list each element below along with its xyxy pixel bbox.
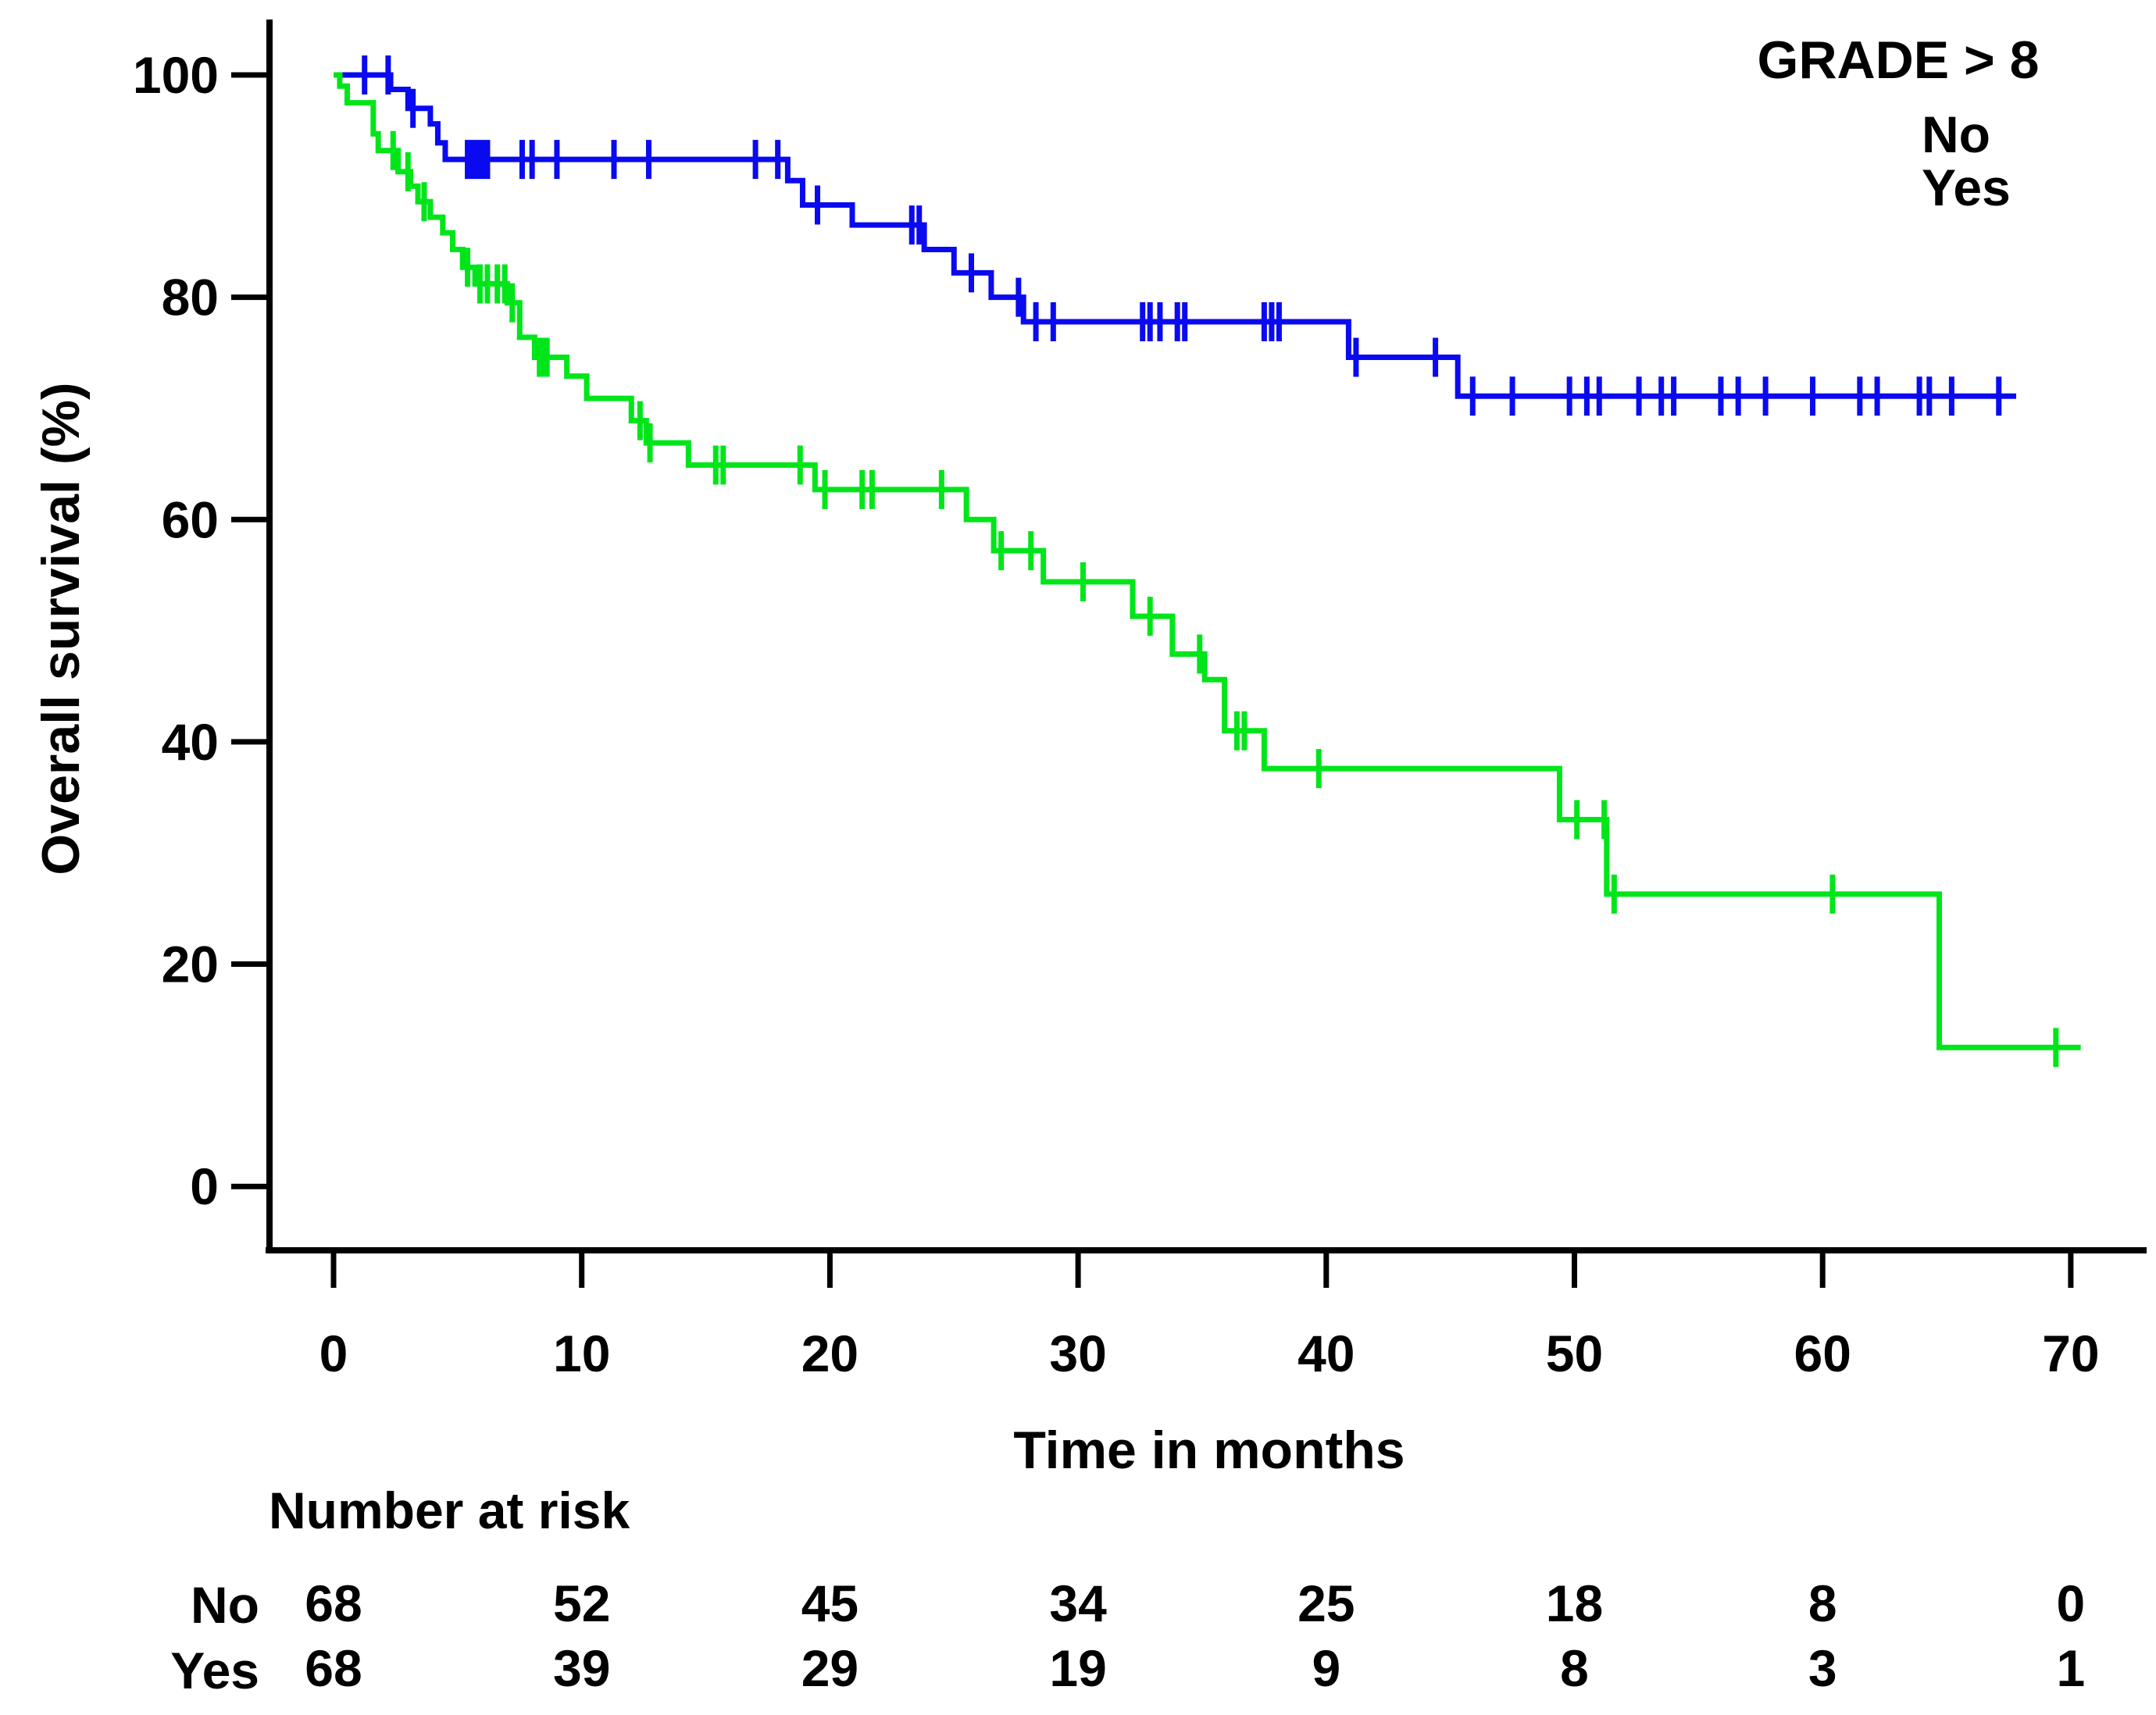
risk-value-no-60: 8 [1808,1574,1837,1632]
risk-value-yes-40: 9 [1312,1639,1340,1697]
y-tick-label: 60 [162,490,219,548]
legend: GRADE > 8 No Yes [1703,33,2094,214]
x-axis-title: Time in months [1013,1421,1405,1480]
risk-table-header: Number at risk [269,1481,630,1539]
risk-value-yes-50: 8 [1560,1639,1589,1697]
censor-marks-yes [390,130,2059,1068]
y-tick-label: 100 [133,46,219,104]
risk-value-no-10: 52 [553,1574,610,1632]
x-tick-label: 0 [319,1325,348,1382]
risk-row-label-no: No [191,1576,259,1634]
censor-marks-no [362,55,2002,416]
risk-value-no-70: 0 [2057,1574,2086,1632]
x-tick-label: 20 [801,1325,858,1382]
survival-curve-yes [334,72,2081,1050]
x-tick-label: 50 [1546,1325,1603,1382]
legend-line-no-icon [1759,131,1869,137]
risk-value-no-40: 25 [1298,1574,1355,1632]
legend-line-yes-icon [1759,184,1869,191]
risk-value-yes-70: 1 [2057,1639,2086,1697]
x-tick-label: 30 [1049,1325,1106,1382]
x-tick-label: 10 [553,1325,610,1382]
risk-value-no-0: 68 [305,1574,362,1632]
x-tick-label: 60 [1794,1325,1851,1382]
legend-title: GRADE > 8 [1757,30,2040,90]
legend-entry-yes: Yes [1703,161,2094,214]
legend-label-yes: Yes [1922,159,2011,216]
risk-value-no-30: 34 [1049,1574,1107,1632]
legend-label-no: No [1922,105,1990,163]
risk-value-yes-60: 3 [1808,1639,1837,1697]
y-tick-label: 20 [162,936,219,993]
x-tick-label: 40 [1298,1325,1355,1382]
y-tick-label: 40 [162,713,219,771]
x-tick-label: 70 [2042,1325,2099,1382]
survival-curve-no [334,72,2017,399]
risk-value-no-50: 18 [1546,1574,1603,1632]
y-axis-title: Overall survival (%) [31,382,91,875]
risk-value-yes-30: 19 [1049,1639,1106,1697]
y-tick-label: 80 [162,269,219,326]
risk-row-label-yes: Yes [170,1642,259,1699]
legend-entry-no: No [1703,108,2094,161]
y-tick-label: 0 [190,1157,219,1215]
risk-value-yes-0: 68 [305,1639,362,1697]
risk-value-yes-20: 29 [801,1639,858,1697]
risk-value-no-20: 45 [801,1574,858,1632]
risk-value-yes-10: 39 [553,1639,610,1697]
